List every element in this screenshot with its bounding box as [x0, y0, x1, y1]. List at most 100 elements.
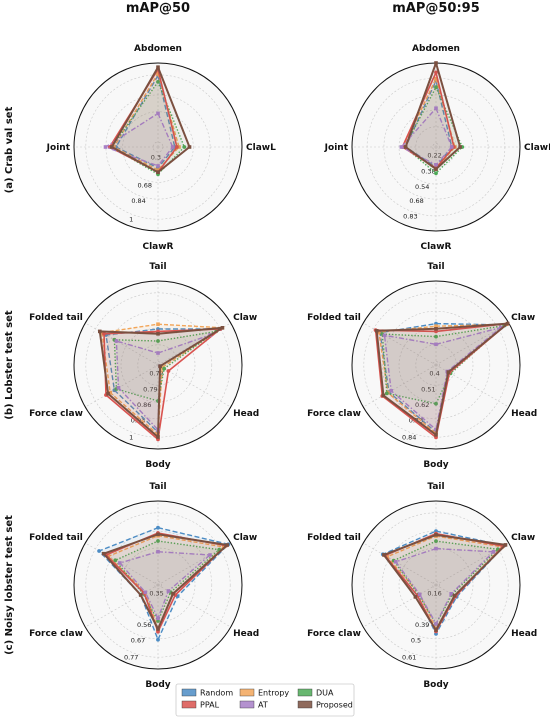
radar-spoke — [363, 542, 437, 586]
radar-axis-label: Head — [233, 409, 259, 419]
radar-spoke — [85, 364, 159, 408]
radar-axis-label: ClawL — [246, 143, 276, 153]
series-point-proposed — [381, 393, 386, 398]
radar-tick-label: 0.38 — [421, 167, 435, 175]
radar-axis-label: Joint — [324, 143, 349, 153]
radar-axis-label: Force claw — [29, 629, 83, 639]
series-point-proposed — [98, 329, 102, 334]
series-point-proposed — [138, 593, 143, 597]
radar-tick-label: 0.39 — [415, 621, 429, 629]
series-area-proposed — [111, 67, 190, 173]
series-point-at — [156, 351, 160, 355]
series-point-random — [97, 549, 101, 553]
series-point-at — [434, 622, 438, 626]
series-point-proposed — [156, 435, 160, 439]
series-point-dua — [113, 558, 118, 563]
series-point-entropy — [108, 390, 112, 395]
row-title-crab: (a) Crab val set — [4, 106, 15, 193]
radar-axis-label: ClawR — [420, 242, 451, 252]
series-point-proposed — [101, 551, 106, 556]
series-area-at — [384, 327, 501, 430]
series-area-dua — [404, 87, 463, 174]
radar-axis-label: Head — [511, 409, 537, 419]
row-title-noisy-lobster: (c) Noisy lobster test set — [4, 515, 15, 655]
radar-panels: 0.30.680.841AbdomenClawLClawRJoint0.220.… — [29, 44, 550, 690]
radar-tick-label: 0.22 — [427, 152, 441, 160]
series-point-proposed — [156, 332, 160, 336]
series-point-at — [156, 164, 160, 168]
radar-tick-label: 0.3 — [151, 153, 161, 161]
radar-tick-label: 0.5 — [411, 637, 421, 645]
radar-tick-label: 0.72 — [149, 370, 163, 378]
radar-panel-1: 0.3 0.68 0.84 1 Abdomen ClawL ClawR Joint — [46, 44, 276, 252]
radar-axis-label: Tail — [149, 262, 166, 272]
radar-outer-ring — [73, 280, 243, 450]
radar-tick-label: 0.79 — [143, 385, 157, 393]
series-point-at — [417, 592, 422, 597]
series-point-proposed — [156, 532, 160, 537]
radar-tick-label: 0.56 — [137, 621, 151, 629]
radar-tick-label: 0.61 — [402, 654, 416, 662]
series-point-dua — [162, 366, 167, 371]
legend-label: DUA — [316, 689, 334, 698]
legend-item-ppal: PPAL — [181, 701, 220, 710]
series-point-entropy — [385, 555, 389, 559]
legend-label: Entropy — [258, 689, 289, 698]
radar-spoke — [157, 364, 231, 408]
series-area-at — [119, 551, 210, 619]
series-point-at — [143, 590, 148, 595]
series-point-at — [434, 427, 438, 432]
radar-outer-ring — [351, 280, 521, 450]
series-point-at — [116, 386, 121, 390]
series-area-proposed — [405, 63, 461, 170]
series-point-dua — [156, 339, 160, 343]
radar-tick-label: 1 — [129, 216, 133, 224]
series-point-ppal — [434, 70, 438, 75]
radar-axis-label: Abdomen — [412, 44, 460, 54]
legend-label: AT — [258, 701, 268, 710]
series-point-dua — [434, 401, 438, 406]
series-point-proposed — [156, 65, 160, 69]
radar-axis-label: Head — [511, 629, 537, 639]
radar-tick-label: 1 — [129, 434, 133, 442]
legend-swatch — [239, 688, 255, 697]
radar-tick-label: 0.68 — [409, 197, 423, 205]
radar-grid-ring — [398, 327, 474, 403]
series-point-dua — [434, 85, 438, 90]
series-point-entropy — [100, 330, 104, 335]
series-area-ppal — [375, 323, 508, 438]
series-area-proposed — [103, 534, 228, 629]
legend-swatch — [297, 700, 313, 709]
series-area-ppal — [109, 69, 177, 173]
series-point-proposed — [156, 170, 160, 174]
radar-axis-label: Folded tail — [29, 313, 83, 323]
series-area-ppal — [104, 329, 221, 440]
radar-axis-label: Claw — [511, 313, 535, 323]
radar-axis-label: Body — [145, 680, 170, 690]
series-point-ppal — [102, 331, 106, 336]
series-point-at — [434, 342, 438, 347]
series-area-at — [401, 108, 452, 165]
series-area-entropy — [387, 536, 503, 629]
radar-axis-label: ClawL — [524, 143, 550, 153]
series-point-ppal — [166, 369, 171, 373]
radar-axis-label: Claw — [233, 313, 257, 323]
radar-axis-label: ClawR — [142, 242, 173, 252]
legend-swatch — [181, 688, 197, 697]
radar-spoke — [363, 584, 437, 628]
column-title-map50-95: mAP@50:95 — [392, 1, 480, 16]
radar-axis-label: Folded tail — [307, 313, 361, 323]
legend-item-at: AT — [239, 700, 268, 710]
series-point-proposed — [434, 533, 438, 537]
series-point-random — [156, 525, 160, 530]
radar-axis-label: Claw — [233, 533, 257, 543]
series-point-proposed — [220, 326, 225, 330]
radar-axis-label: Body — [423, 680, 448, 690]
legend-swatch — [239, 700, 255, 709]
series-point-entropy — [434, 76, 438, 81]
series-point-dua — [434, 539, 438, 543]
series-point-proposed — [382, 553, 386, 557]
series-point-at — [491, 550, 496, 554]
series-point-at — [170, 145, 175, 149]
series-point-proposed — [171, 591, 175, 596]
